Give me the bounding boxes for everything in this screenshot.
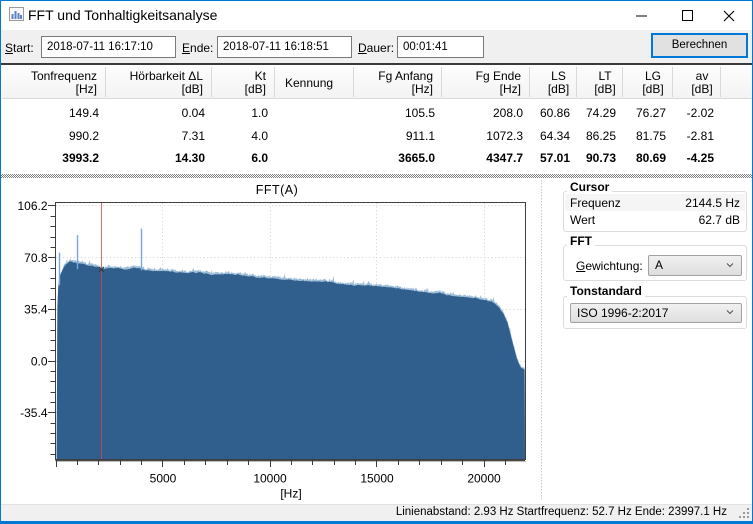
svg-text:[Hz]: [Hz]: [280, 486, 301, 500]
svg-text:0.0: 0.0: [31, 354, 48, 368]
svg-text:106.2: 106.2: [17, 199, 47, 213]
svg-text:10000: 10000: [253, 471, 287, 485]
svg-text:70.8: 70.8: [24, 251, 48, 265]
svg-text:-35.4: -35.4: [20, 406, 48, 420]
svg-text:35.4: 35.4: [24, 303, 48, 317]
svg-text:FFT(A): FFT(A): [256, 183, 299, 197]
svg-text:15000: 15000: [360, 471, 394, 485]
svg-text:20000: 20000: [467, 471, 501, 485]
svg-text:5000: 5000: [150, 471, 177, 485]
